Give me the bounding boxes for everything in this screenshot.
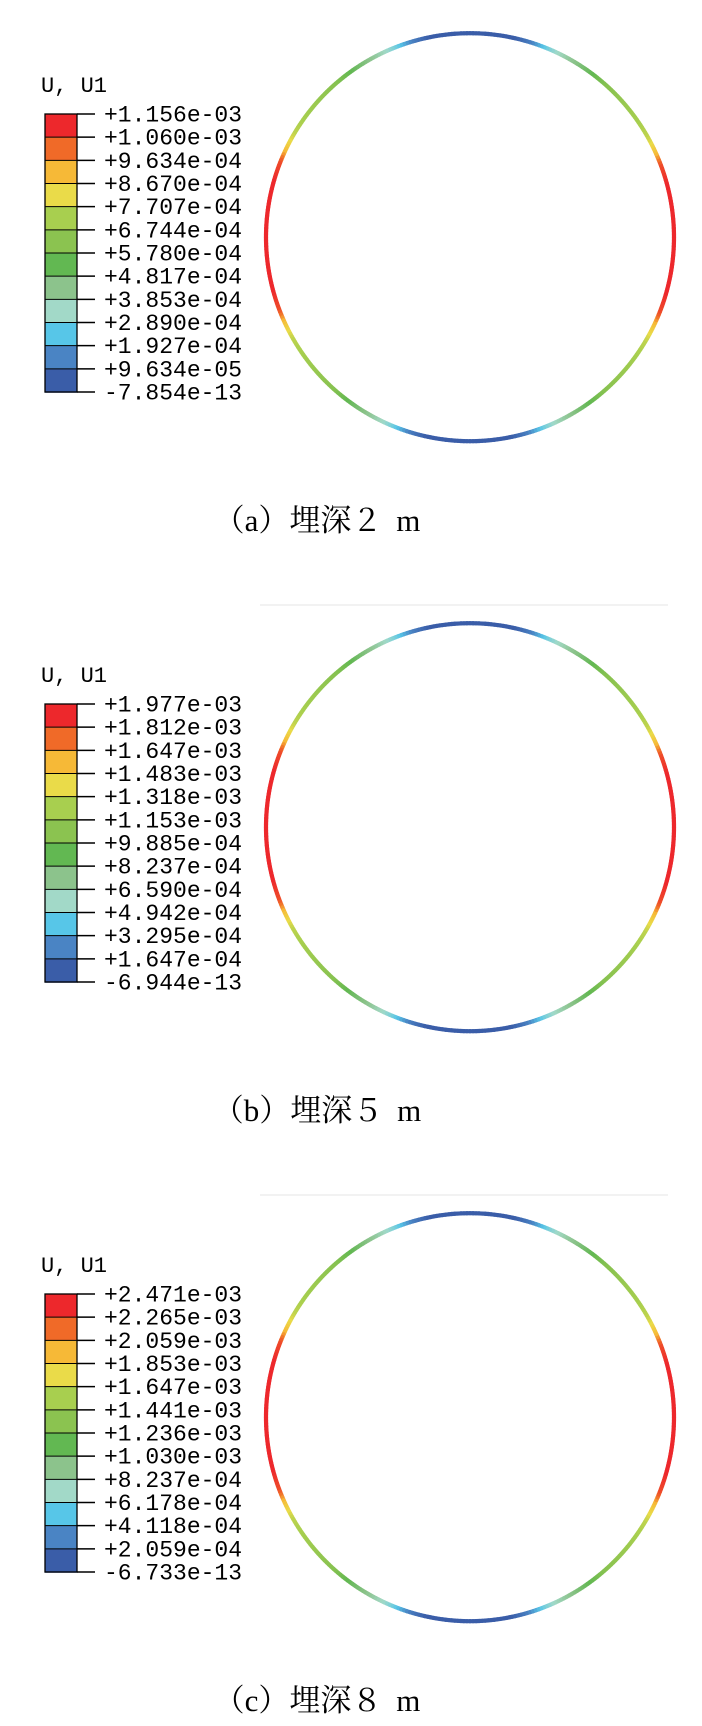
svg-text:+2.059e-04: +2.059e-04 — [104, 1537, 242, 1563]
svg-text:-6.944e-13: -6.944e-13 — [104, 971, 242, 997]
svg-text:+7.707e-04: +7.707e-04 — [104, 195, 242, 221]
svg-text:+3.853e-04: +3.853e-04 — [104, 288, 242, 314]
svg-text:+8.237e-04: +8.237e-04 — [104, 1468, 242, 1494]
svg-text:+1.030e-03: +1.030e-03 — [104, 1445, 242, 1471]
svg-text:+8.670e-04: +8.670e-04 — [104, 172, 242, 198]
svg-text:+4.942e-04: +4.942e-04 — [104, 901, 242, 927]
svg-text:+4.118e-04: +4.118e-04 — [104, 1514, 242, 1540]
svg-text:+1.853e-03: +1.853e-03 — [104, 1352, 242, 1378]
svg-text:+5.780e-04: +5.780e-04 — [104, 242, 242, 268]
svg-text:+6.744e-04: +6.744e-04 — [104, 218, 242, 244]
svg-text:+1.977e-03: +1.977e-03 — [104, 693, 242, 719]
svg-text:+1.441e-03: +1.441e-03 — [104, 1398, 242, 1424]
svg-text:+3.295e-04: +3.295e-04 — [104, 924, 242, 950]
svg-text:-7.854e-13: -7.854e-13 — [104, 381, 242, 407]
svg-text:U, U1: U, U1 — [41, 74, 107, 99]
svg-text:+1.927e-04: +1.927e-04 — [104, 334, 242, 360]
svg-text:+1.060e-03: +1.060e-03 — [104, 126, 242, 152]
svg-text:+4.817e-04: +4.817e-04 — [104, 265, 242, 291]
svg-text:+2.059e-03: +2.059e-03 — [104, 1329, 242, 1355]
svg-text:+8.237e-04: +8.237e-04 — [104, 855, 242, 881]
svg-text:+9.634e-05: +9.634e-05 — [104, 357, 242, 383]
svg-text:+2.471e-03: +2.471e-03 — [104, 1283, 242, 1309]
svg-text:+2.890e-04: +2.890e-04 — [104, 311, 242, 337]
svg-text:+6.590e-04: +6.590e-04 — [104, 878, 242, 904]
svg-text:+1.318e-03: +1.318e-03 — [104, 785, 242, 811]
svg-text:+9.885e-04: +9.885e-04 — [104, 832, 242, 858]
svg-text:U, U1: U, U1 — [41, 1254, 107, 1279]
svg-text:+1.483e-03: +1.483e-03 — [104, 762, 242, 788]
svg-text:+2.265e-03: +2.265e-03 — [104, 1306, 242, 1332]
svg-text:+1.812e-03: +1.812e-03 — [104, 716, 242, 742]
svg-text:-6.733e-13: -6.733e-13 — [104, 1561, 242, 1587]
svg-text:+9.634e-04: +9.634e-04 — [104, 149, 242, 175]
svg-text:+1.236e-03: +1.236e-03 — [104, 1422, 242, 1448]
svg-text:+1.153e-03: +1.153e-03 — [104, 808, 242, 834]
svg-text:+6.178e-04: +6.178e-04 — [104, 1491, 242, 1517]
svg-text:+1.647e-04: +1.647e-04 — [104, 947, 242, 973]
svg-text:U, U1: U, U1 — [41, 664, 107, 689]
svg-text:+1.647e-03: +1.647e-03 — [104, 739, 242, 765]
svg-text:+1.647e-03: +1.647e-03 — [104, 1375, 242, 1401]
svg-text:+1.156e-03: +1.156e-03 — [104, 103, 242, 129]
